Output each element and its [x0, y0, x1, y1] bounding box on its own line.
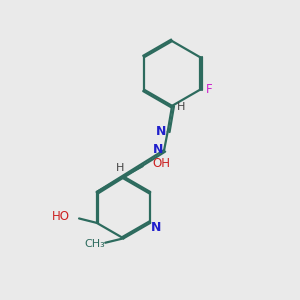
Text: N: N — [152, 143, 163, 157]
Text: H: H — [116, 163, 124, 173]
Text: N: N — [156, 125, 166, 138]
Text: OH: OH — [152, 157, 170, 170]
Text: CH₃: CH₃ — [85, 239, 105, 249]
Text: HO: HO — [52, 211, 70, 224]
Text: N: N — [150, 221, 161, 234]
Text: F: F — [206, 83, 212, 96]
Text: H: H — [177, 102, 185, 112]
